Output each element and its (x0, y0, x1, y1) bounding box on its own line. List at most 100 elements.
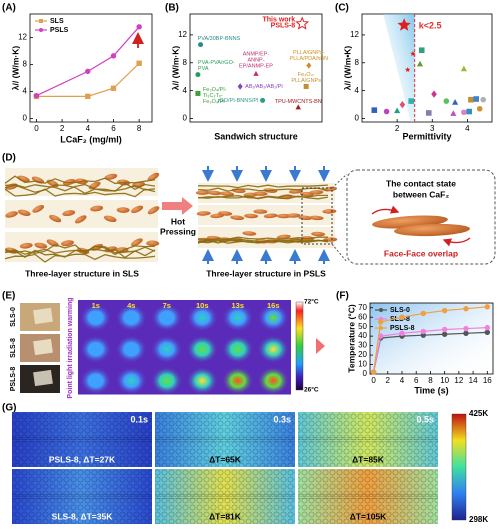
x-axis-label: Sandwich structure (214, 131, 298, 141)
caf2-platelet (19, 242, 33, 249)
x-tick-label: 0 (34, 124, 39, 133)
caf2-platelet (311, 231, 326, 237)
background-gradient (370, 303, 493, 374)
sample-label: SLS-0 (10, 307, 17, 327)
fiber (4, 245, 156, 256)
marker (295, 104, 301, 110)
marker (110, 85, 117, 91)
caf2-platelet (32, 204, 45, 213)
sim-filler-pattern (155, 412, 295, 467)
caf2-platelet (253, 191, 268, 196)
fiber (197, 238, 329, 243)
time-label: 0.3s (273, 414, 291, 424)
panel-label: (E) (2, 291, 15, 302)
heat-spot (150, 303, 183, 332)
sim-filler-pattern (155, 469, 295, 524)
y-tick-label: 30 (358, 341, 367, 350)
marker (463, 330, 469, 336)
inset-caption: Face-Face overlap (384, 248, 458, 258)
marker (463, 325, 469, 332)
legend-label: SLS-8 (390, 316, 410, 323)
marker (480, 96, 487, 103)
marker (441, 326, 448, 333)
y-axis-label: Temperature (°C) (346, 304, 356, 373)
time-label: 0.1s (130, 414, 148, 424)
y-tick-label: 12 (18, 33, 27, 42)
marker (484, 324, 491, 331)
series-line (36, 26, 140, 97)
legend-label: PSLS-8 (390, 325, 415, 332)
sim-label: ΔT=65K (209, 454, 242, 464)
marker (466, 108, 472, 115)
heat-spot (79, 303, 112, 332)
time-label: 1s (92, 301, 100, 310)
x-tick-label: 2 (60, 124, 65, 133)
y-axis-label: λ// (W/m•K) (342, 46, 352, 91)
caption: Three-layer structure in SLS (25, 268, 139, 278)
point-label: PVA-PVA/rGO- (198, 60, 235, 66)
marker (33, 92, 40, 99)
plot-frame (29, 13, 153, 123)
fiber (197, 187, 329, 192)
marker (416, 60, 424, 67)
caf2-platelet (62, 210, 76, 217)
contact-arrow (371, 205, 400, 215)
marker (484, 329, 491, 336)
x-tick-label: 6 (414, 376, 419, 385)
marker (195, 90, 201, 96)
point-label: EP/ANMP-EP (239, 63, 273, 69)
marker (408, 98, 414, 104)
caf2-platelet (288, 189, 303, 194)
caf2-platelet (196, 211, 211, 216)
link-arrow (316, 338, 325, 354)
caf2-platelet (276, 234, 291, 240)
highlight-wedge (383, 14, 415, 122)
caf2-platelet (263, 213, 278, 219)
sim-label: ΔT=105K (350, 511, 387, 521)
arrow-label: Pressing (160, 226, 196, 236)
marker (39, 19, 43, 23)
x-axis-label: Time (s) (414, 385, 448, 395)
time-label: 0.5s (416, 414, 434, 424)
y-axis-label: λ// (W/m·K) (10, 46, 20, 91)
heat-spot (257, 303, 290, 332)
time-label: 16s (267, 301, 280, 310)
heat-spot (221, 366, 254, 395)
marker (85, 68, 91, 75)
heat-spot (115, 366, 148, 395)
heat-spot (221, 303, 254, 332)
marker (198, 42, 204, 48)
x-tick-label: 8 (428, 376, 433, 385)
y-tick-label: 10 (358, 360, 367, 369)
caf2-platelet (74, 215, 87, 224)
heat-spot (186, 366, 219, 395)
side-label: Point light irradiation warming (67, 297, 74, 398)
caf2-platelet (116, 207, 130, 213)
y-tick-label: 4 (23, 87, 28, 96)
point-label: TPU-MWCNTS-BN (275, 99, 322, 105)
marker (399, 100, 406, 109)
y-tick-label: 0 (23, 114, 28, 123)
caf2-platelet (61, 240, 74, 247)
caf2-platelet (103, 215, 117, 223)
point-label: AB₁/AB₂/AB₁/PI (245, 84, 283, 90)
fiber (4, 253, 156, 263)
fiber (4, 188, 156, 198)
y-tick-label: 8 (23, 60, 28, 69)
caf2-platelet (146, 240, 160, 247)
marker (441, 307, 448, 314)
caf2-platelet (131, 205, 144, 214)
caf2-platelet (220, 191, 235, 197)
point-label: PLLA/GNPs- (293, 50, 325, 56)
fiber (4, 244, 156, 255)
y-tick-label: 12 (178, 30, 187, 39)
x-tick-label: 4 (86, 124, 91, 133)
colorbar-label: 298K (469, 515, 488, 524)
legend-label: PSLS (50, 27, 69, 34)
marker (306, 62, 312, 69)
annotation: k<2.5 (419, 20, 442, 30)
colorbar-label: 26°C (304, 386, 319, 394)
colorbar (295, 301, 304, 391)
caf2-platelet (218, 211, 233, 216)
